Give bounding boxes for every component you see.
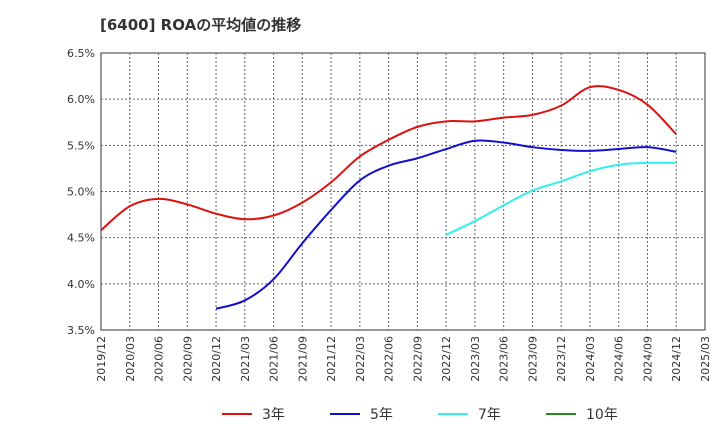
x-tick-label: 2020/09 [181,336,194,382]
x-tick-label: 2024/03 [584,336,597,382]
x-tick-label: 2023/09 [526,336,539,382]
series-layer [100,85,677,310]
x-tick-label: 2025/03 [699,336,712,382]
y-tick-label: 5.0% [67,186,95,199]
legend-label-2: 7年 [478,407,501,423]
legend-label-3: 10年 [586,407,618,423]
x-tick-label: 2024/09 [641,336,654,382]
x-tick-label: 2022/09 [411,336,424,382]
series-line-0 [100,85,677,232]
y-tick-label: 4.5% [67,232,95,245]
x-tick-label: 2023/12 [555,336,568,382]
x-tick-label: 2022/03 [354,336,367,382]
x-tick-label: 2019/12 [95,336,108,382]
x-tick-label: 2024/06 [613,336,626,382]
x-tick-label: 2023/06 [498,336,511,382]
y-tick-label: 4.0% [67,278,95,291]
chart-title: [6400] ROAの平均値の推移 [100,16,302,34]
x-tick-label: 2021/03 [239,336,252,382]
x-tick-label: 2024/12 [670,336,683,382]
x-tick-label: 2022/06 [383,336,396,382]
x-tick-label: 2020/03 [124,336,137,382]
series-line-1 [215,139,677,310]
x-tick-label: 2020/06 [153,336,166,382]
y-tick-label: 3.5% [67,324,95,337]
y-axis-ticks: 6.5% 6.0% 5.5% 5.0% 4.5% 4.0% 3.5% [67,47,95,337]
x-tick-label: 2021/09 [296,336,309,382]
x-tick-label: 2023/03 [469,336,482,382]
grid-layer [101,53,705,330]
y-tick-label: 6.0% [67,93,95,106]
x-tick-label: 2021/12 [325,336,338,382]
x-tick-label: 2022/12 [440,336,453,382]
legend: 3年 5年 7年 10年 [222,407,618,423]
series-line-2 [445,161,677,236]
legend-label-1: 5年 [370,407,393,423]
x-tick-label: 2020/12 [210,336,223,382]
y-tick-label: 6.5% [67,47,95,60]
y-tick-label: 5.5% [67,139,95,152]
x-axis-ticks: 2019/12 2020/03 2020/06 2020/09 2020/12 2021/… [95,336,712,382]
legend-label-0: 3年 [262,407,285,423]
x-tick-label: 2021/06 [268,336,281,382]
